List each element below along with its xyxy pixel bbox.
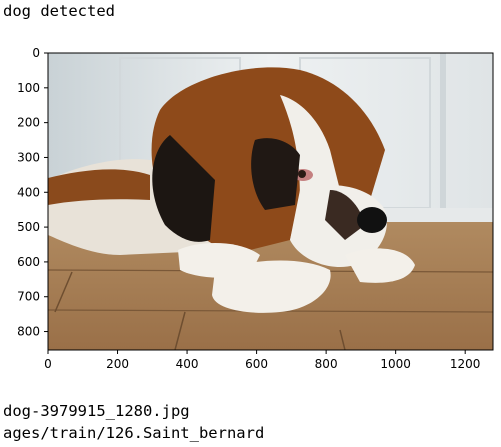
axes-frame [47,52,494,351]
status-output-line: dog detected [3,2,115,20]
x-tick-label: 400 [176,357,199,371]
y-tick-label: 100 [17,81,40,95]
y-tick-label: 400 [17,185,40,199]
y-tick-label: 600 [17,255,40,269]
y-tick-label: 500 [17,220,40,234]
dog-photo [48,53,493,350]
image-plot: 0 200 400 600 800 1000 1200 0 100 200 300 400 500 60… [17,46,494,371]
y-tick-label: 800 [17,325,40,339]
y-tick-label: 700 [17,290,40,304]
y-tick-label: 300 [17,150,40,164]
y-tick-label: 200 [17,116,40,130]
x-axis: 0 200 400 600 800 1000 1200 [44,350,480,371]
x-tick-label: 1000 [380,357,411,371]
filename-output-line: dog-3979915_1280.jpg [3,402,190,420]
y-axis: 0 100 200 300 400 500 600 700 800 [17,46,48,339]
x-tick-label: 800 [315,357,338,371]
y-tick-label: 0 [32,46,40,60]
x-tick-label: 600 [245,357,268,371]
x-tick-label: 200 [106,357,129,371]
path-output-line: ages/train/126.Saint_bernard [3,424,265,442]
x-tick-label: 0 [44,357,52,371]
x-tick-label: 1200 [450,357,481,371]
